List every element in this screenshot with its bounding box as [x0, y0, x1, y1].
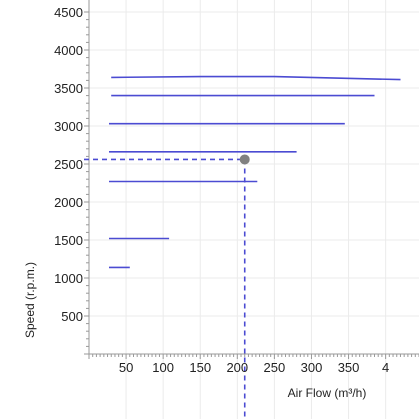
- x-tick-label: 4: [382, 360, 389, 375]
- y-tick-label: 4000: [54, 43, 83, 58]
- y-tick-label: 4500: [54, 5, 83, 20]
- x-tick-label: 250: [264, 360, 286, 375]
- x-tick-label: 200: [226, 360, 248, 375]
- grid: [89, 0, 419, 419]
- y-tick-label: 2500: [54, 157, 83, 172]
- series-lines: [109, 75, 401, 269]
- x-axis-title: Air Flow (m³/h): [288, 386, 367, 400]
- y-axis-title: Speed (r.p.m.): [23, 262, 37, 338]
- x-tick-label: 350: [338, 360, 360, 375]
- y-tick-label: 3500: [54, 81, 83, 96]
- y-tick-label: 1000: [54, 271, 83, 286]
- tick-labels: 50 100 150 200 250 300 350 45001000150020002500…: [54, 5, 389, 375]
- axes: [84, 0, 419, 359]
- x-tick-label: 300: [301, 360, 323, 375]
- y-tick-label: 2000: [54, 195, 83, 210]
- series-line: [111, 75, 401, 81]
- crosshair: [84, 154, 250, 419]
- x-tick-label: 50: [119, 360, 133, 375]
- operating-point-marker: [239, 154, 250, 165]
- y-tick-label: 3000: [54, 119, 83, 134]
- y-tick-label: 500: [61, 309, 83, 324]
- x-tick-label: 150: [189, 360, 211, 375]
- x-tick-label: 100: [152, 360, 174, 375]
- y-tick-label: 1500: [54, 233, 83, 248]
